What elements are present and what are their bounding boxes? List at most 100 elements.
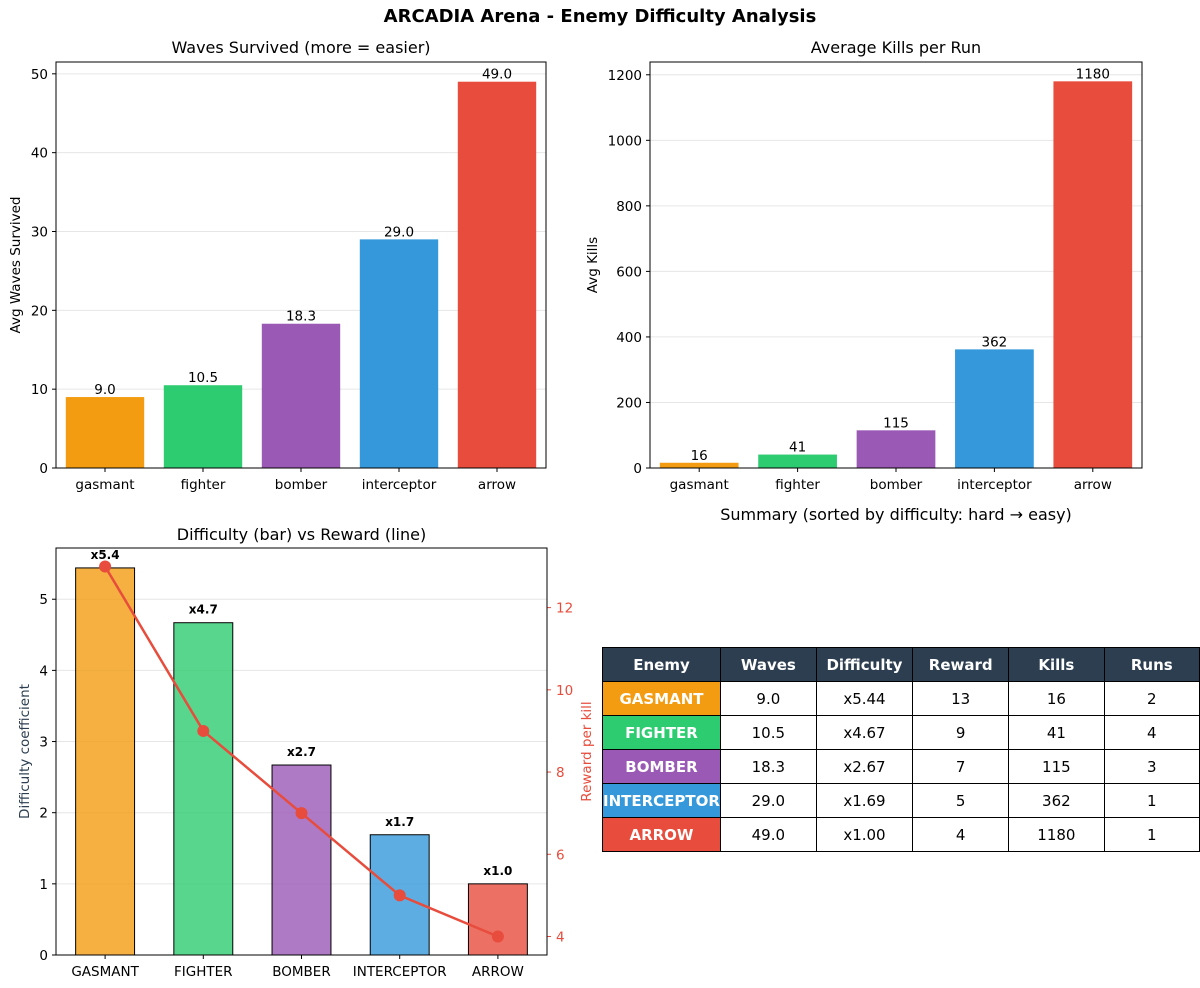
table-cell: 4 (1103, 715, 1200, 750)
y-tick-label: 1000 (608, 133, 642, 149)
table-cell: 9.0 (719, 681, 817, 716)
x-tick-label: FIGHTER (174, 964, 233, 980)
table-cell: x1.00 (815, 817, 914, 852)
x-tick-label: fighter (775, 477, 820, 493)
y-tick-label: 40 (31, 146, 48, 162)
y-tick-label: 200 (616, 395, 642, 411)
y-tick-label: 2 (39, 806, 48, 822)
x-tick-label: gasmant (75, 477, 134, 493)
bar-fighter (758, 454, 837, 468)
chart-title: Difficulty (bar) vs Reward (line) (177, 525, 426, 544)
value-label: 10.5 (188, 370, 218, 386)
bar-fighter (173, 622, 234, 956)
value-label: 41 (789, 440, 806, 456)
bar-arrow (1053, 81, 1133, 468)
enemy-cell: INTERCEPTOR (602, 783, 721, 818)
bar-bomber (271, 764, 332, 956)
table-cell: 5 (912, 783, 1010, 818)
reward-point (197, 724, 210, 737)
table-cell: 9 (912, 715, 1010, 750)
bar-arrow (457, 81, 537, 468)
table-row: BOMBER 18.3 x2.67 7 115 3 (602, 749, 1200, 784)
table-cell: x1.69 (815, 783, 914, 818)
table-cell: 1 (1103, 817, 1200, 852)
column-header: Reward (912, 647, 1010, 682)
x-tick-label: interceptor (957, 477, 1032, 493)
y-axis-label-left: Difficulty coefficient (17, 684, 33, 819)
bar-interceptor (359, 239, 439, 468)
plot-frame (55, 547, 548, 956)
x-tick-label: bomber (275, 477, 328, 493)
table-cell: x5.44 (815, 681, 914, 716)
summary-table-body: GASMANT 9.0 x5.44 13 16 2 FIGHTER 10.5 x4.67 9 41 4… (602, 681, 1200, 852)
value-label: 362 (982, 334, 1008, 350)
x-tick-label: fighter (181, 477, 226, 493)
x-tick-label: ARROW (472, 964, 524, 980)
reward-point (393, 889, 406, 902)
x-tick-label: interceptor (362, 477, 437, 493)
bar-fighter (163, 385, 243, 468)
chart-title: Average Kills per Run (811, 38, 981, 57)
value-label: x2.7 (287, 745, 316, 759)
y-right-tick-label: 10 (556, 683, 573, 699)
value-label: 18.3 (286, 309, 316, 325)
y-tick-label: 4 (39, 663, 48, 679)
value-label: 115 (883, 415, 909, 431)
y-tick-label: 1 (39, 877, 48, 893)
summary-table-title: Summary (sorted by difficulty: hard → ea… (720, 505, 1072, 524)
y-right-tick-label: 12 (556, 601, 573, 617)
table-cell: 13 (912, 681, 1010, 716)
y-tick-label: 3 (39, 735, 48, 751)
value-label: 49.0 (482, 67, 512, 83)
table-cell: 362 (1008, 783, 1105, 818)
column-header: Enemy (602, 647, 721, 682)
value-label: 9.0 (94, 382, 115, 398)
y-axis-label: Avg Waves Survived (8, 197, 24, 334)
y-tick-label: 1200 (608, 68, 642, 84)
reward-point (295, 807, 308, 820)
table-row: FIGHTER 10.5 x4.67 9 41 4 (602, 715, 1200, 750)
enemy-cell: BOMBER (602, 749, 721, 784)
y-tick-label: 5 (39, 592, 48, 608)
column-header: Waves (719, 647, 817, 682)
column-header: Difficulty (815, 647, 914, 682)
y-tick-label: 0 (39, 461, 48, 477)
value-label: 1180 (1076, 66, 1110, 82)
y-tick-label: 0 (633, 461, 642, 477)
y-tick-label: 30 (31, 224, 48, 240)
x-tick-label: gasmant (670, 477, 729, 493)
value-label: 29.0 (384, 224, 414, 240)
bar-gasmant (75, 567, 136, 956)
table-cell: 49.0 (719, 817, 817, 852)
x-tick-label: arrow (1074, 477, 1112, 493)
table-cell: 2 (1103, 681, 1200, 716)
y-tick-label: 10 (31, 382, 48, 398)
x-tick-label: INTERCEPTOR (353, 964, 447, 980)
column-header: Runs (1103, 647, 1200, 682)
table-cell: 1 (1103, 783, 1200, 818)
enemy-cell: ARROW (602, 817, 721, 852)
x-tick-label: BOMBER (272, 964, 330, 980)
value-label: x4.7 (189, 603, 218, 617)
enemy-cell: GASMANT (602, 681, 721, 716)
table-cell: x4.67 (815, 715, 914, 750)
table-cell: 115 (1008, 749, 1105, 784)
table-cell: 3 (1103, 749, 1200, 784)
y-right-tick-label: 8 (556, 765, 565, 781)
plot-frame (55, 61, 547, 469)
value-label: x1.7 (385, 815, 414, 829)
y-right-tick-label: 4 (556, 930, 565, 946)
table-cell: 16 (1008, 681, 1105, 716)
reward-point (491, 930, 504, 943)
bar-gasmant (65, 397, 145, 468)
x-tick-label: arrow (478, 477, 516, 493)
value-label: x5.4 (91, 548, 120, 562)
table-cell: 29.0 (719, 783, 817, 818)
enemy-cell: FIGHTER (602, 715, 721, 750)
bar-bomber (261, 323, 341, 468)
y-right-tick-label: 6 (556, 847, 565, 863)
table-row: INTERCEPTOR 29.0 x1.69 5 362 1 (602, 783, 1200, 818)
y-tick-label: 800 (616, 199, 642, 215)
